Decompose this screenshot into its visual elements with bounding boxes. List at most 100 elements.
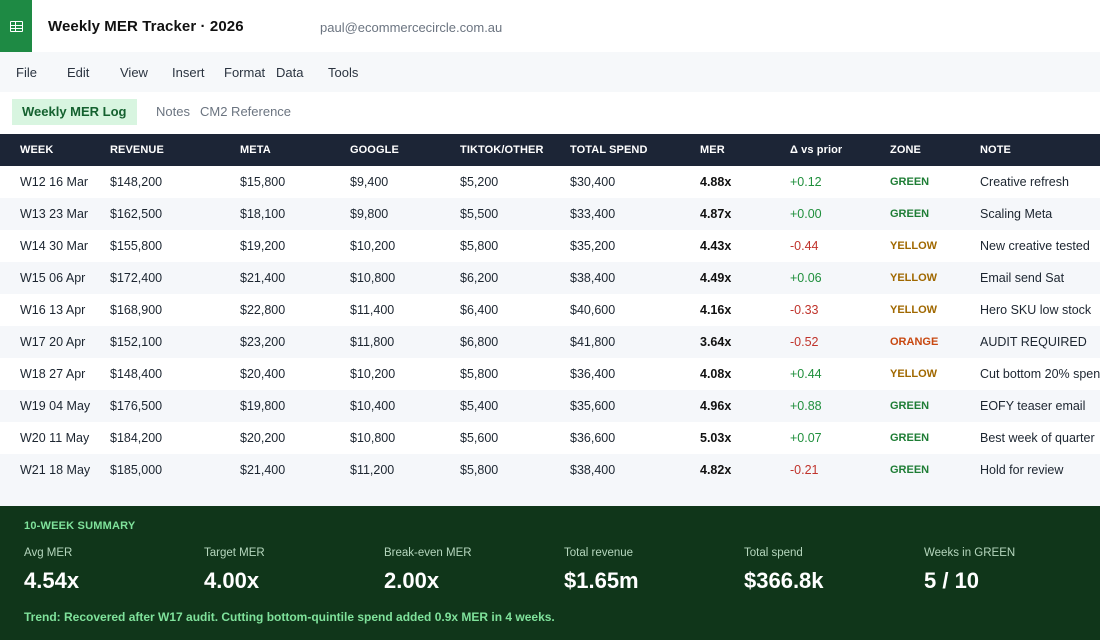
cell-tiktok-other[interactable]: $6,200 — [460, 271, 499, 285]
column-header-week[interactable]: WEEK — [20, 144, 54, 156]
menu-format[interactable]: Format — [224, 65, 266, 80]
cell-total-spend[interactable]: $41,800 — [570, 335, 616, 349]
cell-note[interactable]: Hold for review — [980, 463, 1064, 477]
cell-google[interactable]: $11,800 — [350, 335, 395, 349]
cell-mer[interactable]: 4.43x — [700, 239, 732, 253]
cell-delta[interactable]: -0.52 — [790, 335, 819, 349]
cell-delta[interactable]: -0.21 — [790, 463, 819, 477]
cell-week[interactable]: W19 04 May — [20, 399, 91, 413]
cell-tiktok-other[interactable]: $6,800 — [460, 335, 499, 349]
cell-note[interactable]: New creative tested — [980, 239, 1090, 253]
table-row[interactable]: W20 11 May $184,200 $20,200 $10,800 $5,600 $3… — [0, 422, 1100, 454]
cell-mer[interactable]: 4.08x — [700, 367, 732, 381]
cell-week[interactable]: W15 06 Apr — [20, 271, 86, 285]
column-header-meta[interactable]: META — [240, 144, 271, 156]
cell-tiktok-other[interactable]: $5,800 — [460, 463, 499, 477]
cell-google[interactable]: $10,800 — [350, 431, 396, 445]
cell-total-spend[interactable]: $35,600 — [570, 399, 616, 413]
cell-note[interactable]: Scaling Meta — [980, 207, 1053, 221]
cell-meta[interactable]: $22,800 — [240, 303, 286, 317]
menu-tools[interactable]: Tools — [328, 65, 359, 80]
table-row[interactable]: W12 16 Mar $148,200 $15,800 $9,400 $5,200 $30… — [0, 166, 1100, 198]
cell-tiktok-other[interactable]: $5,500 — [460, 207, 499, 221]
cell-zone[interactable]: GREEN — [890, 208, 930, 220]
cell-mer[interactable]: 4.88x — [700, 175, 732, 189]
cell-total-spend[interactable]: $38,400 — [570, 271, 616, 285]
cell-zone[interactable]: YELLOW — [890, 368, 938, 380]
cell-total-spend[interactable]: $40,600 — [570, 303, 616, 317]
cell-mer[interactable]: 4.87x — [700, 207, 732, 221]
cell-total-spend[interactable]: $33,400 — [570, 207, 616, 221]
cell-revenue[interactable]: $155,800 — [110, 239, 163, 253]
cell-revenue[interactable]: $172,400 — [110, 271, 163, 285]
cell-revenue[interactable]: $185,000 — [110, 463, 163, 477]
cell-meta[interactable]: $21,400 — [240, 463, 286, 477]
tab-weekly-mer-log[interactable]: Weekly MER Log — [12, 99, 137, 125]
menu-file[interactable]: File — [16, 65, 37, 80]
table-row[interactable]: W21 18 May $185,000 $21,400 $11,200 $5,800 $3… — [0, 454, 1100, 486]
menu-view[interactable]: View — [120, 65, 148, 80]
cell-week[interactable]: W21 18 May — [20, 463, 91, 477]
cell-meta[interactable]: $19,800 — [240, 399, 286, 413]
menu-data[interactable]: Data — [276, 65, 304, 80]
cell-google[interactable]: $10,400 — [350, 399, 396, 413]
cell-week[interactable]: W13 23 Mar — [20, 207, 89, 221]
column-header-delta[interactable]: Δ vs prior — [790, 144, 843, 156]
column-header-zone[interactable]: ZONE — [890, 144, 921, 156]
cell-note[interactable]: AUDIT REQUIRED — [980, 335, 1087, 349]
cell-google[interactable]: $10,200 — [350, 239, 396, 253]
cell-total-spend[interactable]: $36,400 — [570, 367, 616, 381]
cell-google[interactable]: $10,800 — [350, 271, 396, 285]
cell-revenue[interactable]: $152,100 — [110, 335, 163, 349]
cell-tiktok-other[interactable]: $5,800 — [460, 239, 499, 253]
cell-note[interactable]: Email send Sat — [980, 271, 1065, 285]
cell-revenue[interactable]: $176,500 — [110, 399, 163, 413]
cell-mer[interactable]: 4.96x — [700, 399, 732, 413]
column-header-google[interactable]: GOOGLE — [350, 144, 399, 156]
column-header-total-spend[interactable]: TOTAL SPEND — [570, 144, 648, 156]
cell-note[interactable]: EOFY teaser email — [980, 399, 1086, 413]
table-row[interactable]: W19 04 May $176,500 $19,800 $10,400 $5,400 $3… — [0, 390, 1100, 422]
cell-week[interactable]: W12 16 Mar — [20, 175, 89, 189]
cell-google[interactable]: $9,400 — [350, 175, 389, 189]
cell-meta[interactable]: $21,400 — [240, 271, 286, 285]
cell-tiktok-other[interactable]: $6,400 — [460, 303, 499, 317]
cell-revenue[interactable]: $148,200 — [110, 175, 163, 189]
cell-revenue[interactable]: $184,200 — [110, 431, 163, 445]
cell-zone[interactable]: YELLOW — [890, 304, 938, 316]
column-header-tiktok-other[interactable]: TIKTOK/OTHER — [460, 144, 544, 156]
cell-tiktok-other[interactable]: $5,400 — [460, 399, 499, 413]
cell-week[interactable]: W18 27 Apr — [20, 367, 86, 381]
column-header-mer[interactable]: MER — [700, 144, 725, 156]
cell-mer[interactable]: 4.49x — [700, 271, 732, 285]
cell-meta[interactable]: $20,400 — [240, 367, 286, 381]
cell-meta[interactable]: $23,200 — [240, 335, 286, 349]
cell-week[interactable]: W16 13 Apr — [20, 303, 86, 317]
menu-insert[interactable]: Insert — [172, 65, 205, 80]
cell-google[interactable]: $11,200 — [350, 463, 395, 477]
cell-delta[interactable]: +0.00 — [790, 207, 822, 221]
cell-meta[interactable]: $20,200 — [240, 431, 286, 445]
cell-total-spend[interactable]: $38,400 — [570, 463, 616, 477]
cell-delta[interactable]: +0.06 — [790, 271, 822, 285]
cell-delta[interactable]: +0.12 — [790, 175, 822, 189]
table-row[interactable]: W16 13 Apr $168,900 $22,800 $11,400 $6,400 $4… — [0, 294, 1100, 326]
cell-note[interactable]: Cut bottom 20% spend — [980, 367, 1100, 381]
cell-delta[interactable]: -0.33 — [790, 303, 819, 317]
cell-total-spend[interactable]: $36,600 — [570, 431, 616, 445]
cell-revenue[interactable]: $168,900 — [110, 303, 163, 317]
cell-note[interactable]: Hero SKU low stock — [980, 303, 1092, 317]
cell-zone[interactable]: YELLOW — [890, 240, 938, 252]
cell-week[interactable]: W20 11 May — [20, 431, 90, 445]
cell-delta[interactable]: +0.44 — [790, 367, 822, 381]
cell-zone[interactable]: GREEN — [890, 400, 930, 412]
cell-week[interactable]: W17 20 Apr — [20, 335, 86, 349]
tab-notes[interactable]: Notes — [156, 104, 190, 119]
cell-zone[interactable]: GREEN — [890, 464, 930, 476]
cell-revenue[interactable]: $162,500 — [110, 207, 163, 221]
cell-note[interactable]: Creative refresh — [980, 175, 1069, 189]
document-title[interactable]: Weekly MER Tracker · 2026 — [48, 18, 244, 35]
cell-meta[interactable]: $19,200 — [240, 239, 286, 253]
cell-tiktok-other[interactable]: $5,800 — [460, 367, 499, 381]
cell-tiktok-other[interactable]: $5,200 — [460, 175, 499, 189]
